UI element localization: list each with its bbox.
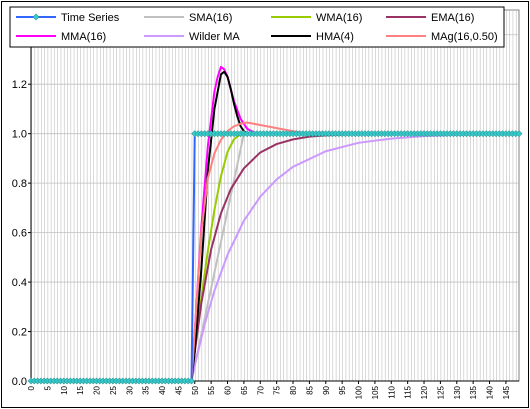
y-tick-label: 1.2 bbox=[12, 79, 27, 91]
legend-marker bbox=[32, 13, 40, 21]
y-tick-label: 0.8 bbox=[12, 178, 27, 190]
y-axis: 0.00.20.40.60.81.01.21.4 bbox=[12, 10, 32, 388]
x-tick-label: 115 bbox=[404, 385, 413, 398]
x-tick-label: 65 bbox=[240, 385, 249, 394]
x-tick-label: 120 bbox=[420, 385, 429, 399]
legend-label: HMA(4) bbox=[316, 31, 354, 43]
legend-label: EMA(16) bbox=[431, 12, 474, 24]
y-tick-label: 1.0 bbox=[12, 129, 27, 141]
x-tick-label: 135 bbox=[469, 385, 478, 399]
legend-label: SMA(16) bbox=[189, 12, 232, 24]
plot-area bbox=[30, 9, 520, 382]
x-tick-label: 70 bbox=[256, 385, 265, 394]
x-tick-label: 140 bbox=[486, 385, 495, 399]
legend-label: WMA(16) bbox=[316, 12, 362, 24]
x-tick-label: 40 bbox=[158, 385, 167, 394]
series-line-hma-4- bbox=[31, 70, 519, 382]
x-tick-label: 105 bbox=[371, 385, 380, 399]
x-tick-label: 35 bbox=[142, 385, 151, 394]
legend-label: MMA(16) bbox=[61, 31, 106, 43]
x-tick-label: 50 bbox=[191, 385, 200, 394]
x-tick-label: 0 bbox=[27, 385, 36, 390]
x-tick-label: 25 bbox=[109, 385, 118, 394]
y-tick-label: 0.0 bbox=[12, 376, 27, 388]
series-lines bbox=[27, 65, 523, 385]
x-tick-label: 55 bbox=[207, 385, 216, 394]
legend: Time Series SMA(16) WMA(16) EMA(16) MMA(16) W… bbox=[9, 6, 505, 48]
x-tick-label: 80 bbox=[289, 385, 298, 394]
x-tick-label: 125 bbox=[436, 385, 445, 399]
time-series-markers bbox=[27, 130, 523, 385]
time-series-marker bbox=[515, 130, 523, 138]
x-tick-label: 75 bbox=[273, 385, 282, 394]
series-line-wilder-ma bbox=[31, 132, 520, 382]
x-tick-label: 30 bbox=[125, 385, 134, 394]
x-tick-label: 15 bbox=[76, 385, 85, 394]
y-tick-label: 0.2 bbox=[12, 327, 27, 339]
legend-label: MAg(16,0.50) bbox=[431, 31, 498, 43]
x-tick-label: 5 bbox=[43, 385, 52, 390]
x-tick-label: 45 bbox=[174, 385, 183, 394]
x-tick-label: 110 bbox=[387, 385, 396, 398]
legend-box bbox=[9, 6, 505, 48]
x-tick-label: 90 bbox=[322, 385, 331, 394]
x-tick-label: 95 bbox=[338, 385, 347, 394]
x-tick-label: 60 bbox=[224, 385, 233, 394]
y-tick-label: 0.6 bbox=[12, 228, 27, 240]
time-series-marker bbox=[188, 377, 195, 385]
grid-lines bbox=[31, 10, 520, 382]
x-tick-label: 130 bbox=[453, 385, 462, 399]
legend-label: Wilder MA bbox=[189, 31, 240, 43]
x-axis: 0 5 10 15 20 25 30 35 40 45 50 55 60 65 70 75 80 85 90 95 10… bbox=[27, 380, 519, 399]
x-tick-label: 145 bbox=[502, 385, 511, 399]
y-tick-label: 0.4 bbox=[12, 277, 27, 289]
x-tick-label: 20 bbox=[93, 385, 102, 394]
x-tick-label: 100 bbox=[355, 385, 364, 399]
x-tick-label: 85 bbox=[305, 385, 314, 394]
x-tick-label: 10 bbox=[60, 385, 69, 394]
legend-label: Time Series bbox=[61, 12, 120, 24]
